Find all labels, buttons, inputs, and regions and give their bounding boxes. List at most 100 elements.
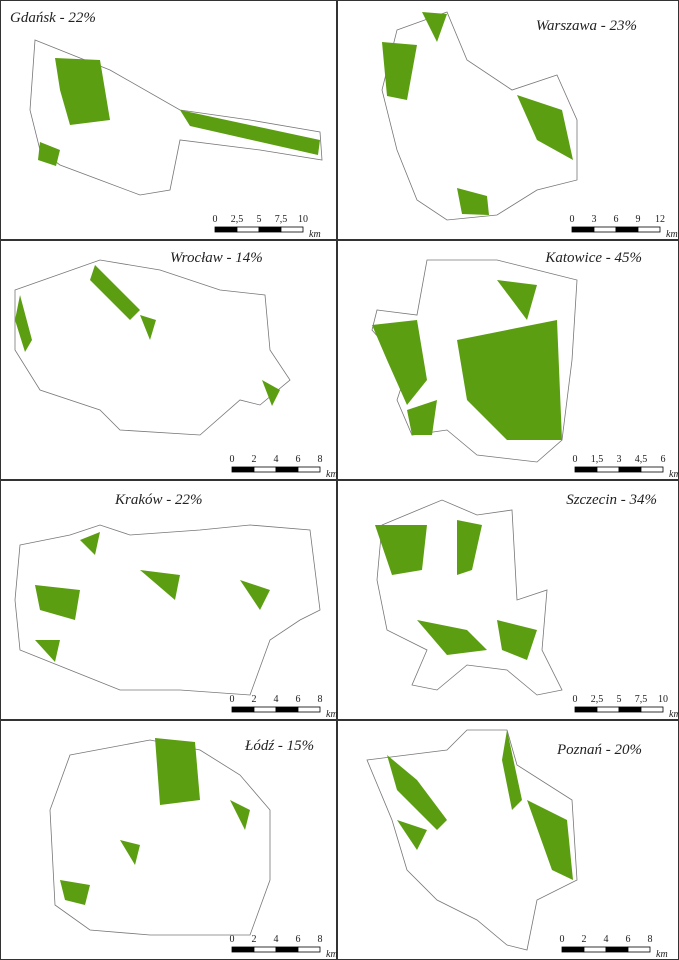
scale-label: 10 [298,214,308,225]
city-boundary [14,524,321,696]
green-area [180,110,320,155]
scale-segment [297,466,321,473]
scale-label: 2,5 [591,694,604,705]
scale-unit: km [326,469,338,480]
green-area [382,42,417,100]
green-area [35,585,80,620]
scale-unit: km [656,949,668,960]
panel-border [0,240,337,480]
scale-segment [574,706,598,713]
scale-segment [275,946,299,953]
scale-unit: km [669,709,679,720]
green-area [387,755,447,830]
scale-label: 0 [230,694,235,705]
scale-segment [280,226,304,233]
scale-label: 4 [274,934,279,945]
scale-segment [583,946,607,953]
green-area [497,280,537,320]
scale-segment [236,226,260,233]
scale-label: 0 [570,214,575,225]
scale-segment [627,946,651,953]
green-area [527,800,573,880]
green-area [422,12,447,42]
scale-label: 8 [318,694,323,705]
scale-segment [253,706,277,713]
scale-label: 4 [274,694,279,705]
green-area [457,320,562,440]
scale-label: 0 [573,694,578,705]
scale-segment [640,466,664,473]
city-boundary [14,259,291,436]
green-area [230,800,250,830]
map-panel: Poznań - 20% 0 2 4 6 8km [337,720,679,960]
scale-label: 5 [617,694,622,705]
scale-segment [275,466,299,473]
city-title: Wrocław - 14% [170,250,263,266]
scale-label: 7,5 [635,694,648,705]
scale-label: 6 [626,934,631,945]
scale-label: 9 [636,214,641,225]
scale-label: 3 [617,454,622,465]
scale-label: 8 [318,454,323,465]
city-title: Warszawa - 23% [536,18,637,34]
scale-label: 0 [573,454,578,465]
scale-segment [214,226,238,233]
scale-label: 8 [318,934,323,945]
green-area [80,532,100,555]
scale-label: 5 [257,214,262,225]
scale-label: 6 [296,694,301,705]
panel-border [0,0,337,240]
scale-segment [596,706,620,713]
scale-label: 0 [230,454,235,465]
scale-label: 2 [252,694,257,705]
scale-label: 3 [592,214,597,225]
scale-label: 10 [658,694,668,705]
scale-segment [253,946,277,953]
scale-segment [253,466,277,473]
scale-label: 1,5 [591,454,604,465]
city-title: Gdańsk - 22% [10,10,96,26]
city-title: Łódź - 15% [244,738,314,754]
scale-segment [231,706,255,713]
green-area [155,738,200,805]
scale-label: 4 [274,454,279,465]
green-area [417,620,487,655]
city-title: Katowice - 45% [544,250,642,266]
scale-label: 0 [213,214,218,225]
scale-label: 0 [230,934,235,945]
green-area [240,580,270,610]
scale-segment [605,946,629,953]
scale-segment [615,226,639,233]
scale-segment [574,466,598,473]
green-area [55,58,110,125]
scale-unit: km [326,709,338,720]
green-area [90,265,140,320]
scale-segment [258,226,282,233]
green-area [517,95,573,160]
green-area [497,620,537,660]
map-panel: Katowice - 45% 0 1,5 3 4,5 6km [337,240,679,480]
scale-segment [596,466,620,473]
green-area [407,400,437,435]
scale-label: 4,5 [635,454,648,465]
green-area [397,820,427,850]
green-area [372,320,427,405]
scale-label: 8 [648,934,653,945]
scale-label: 4 [604,934,609,945]
scale-segment [561,946,585,953]
scale-segment [297,946,321,953]
green-area [457,520,482,575]
green-area [375,525,427,575]
scale-label: 2 [582,934,587,945]
scale-segment [637,226,661,233]
green-area [502,730,522,810]
scale-unit: km [666,229,678,240]
scale-unit: km [309,229,321,240]
scale-label: 6 [661,454,666,465]
green-area [140,315,156,340]
scale-label: 6 [614,214,619,225]
green-area [262,380,280,406]
scale-unit: km [669,469,679,480]
